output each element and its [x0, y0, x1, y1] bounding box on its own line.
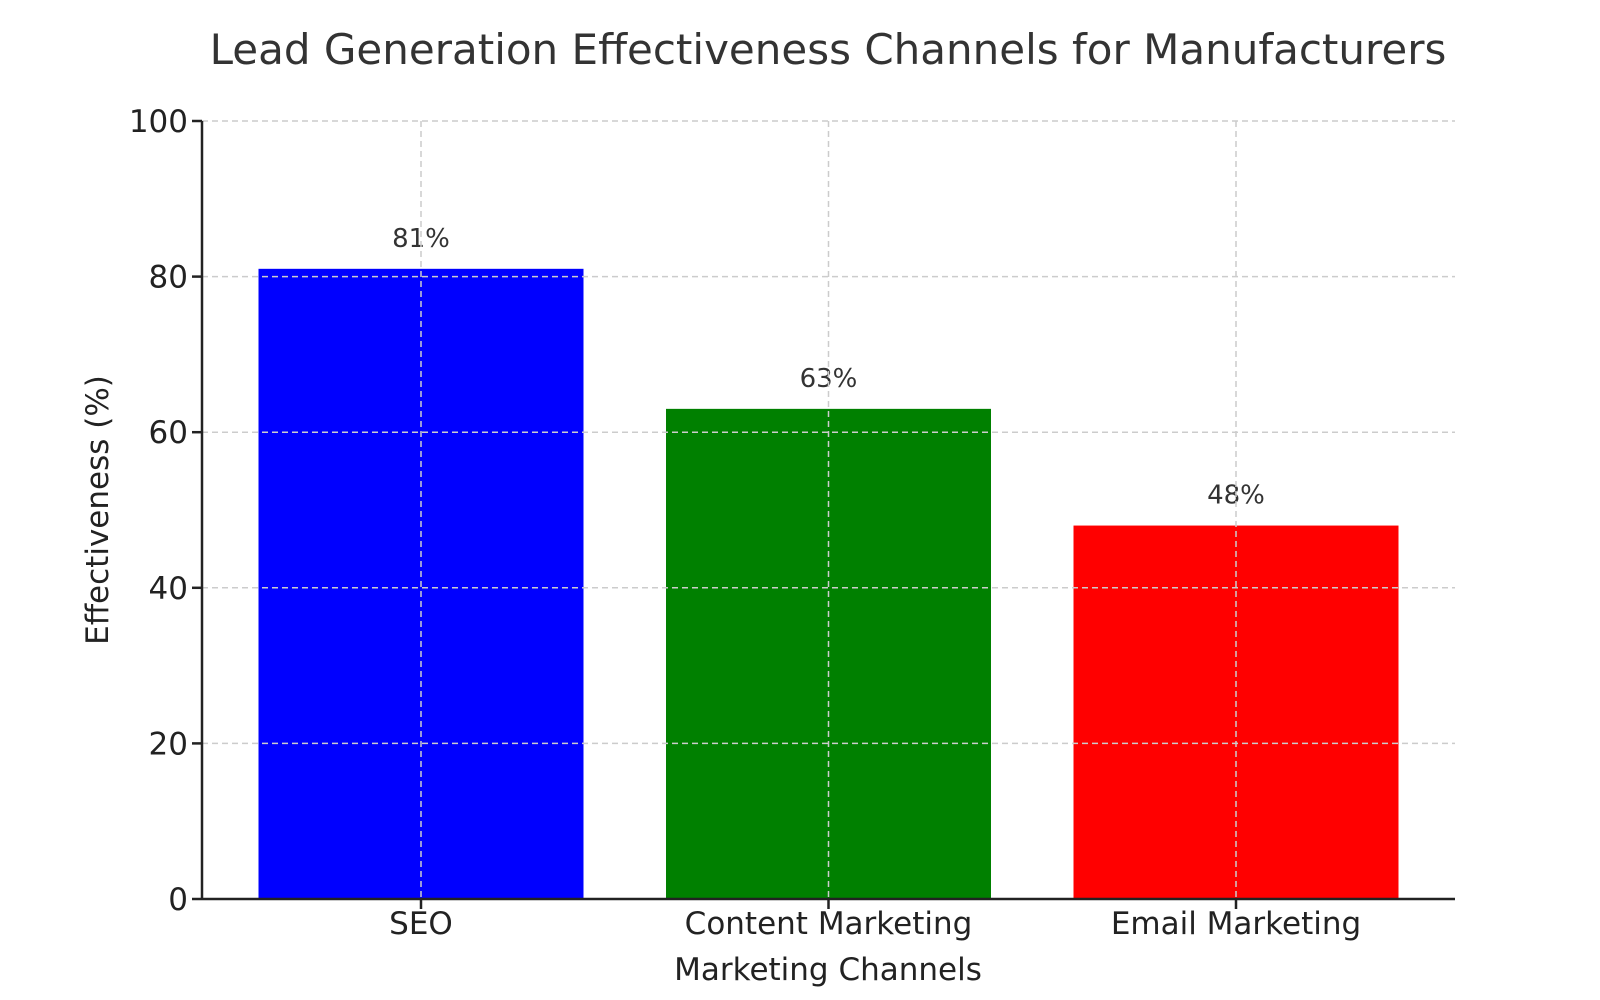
- y-tick-label: 0: [168, 882, 188, 918]
- x-tick-label: SEO: [389, 906, 453, 942]
- y-tick-label: 100: [129, 104, 188, 140]
- data-label: 81%: [392, 224, 450, 254]
- y-tick-label: 40: [149, 571, 188, 607]
- data-label: 63%: [800, 364, 858, 394]
- x-axis-label: Marketing Channels: [674, 952, 982, 988]
- y-tick-label: 60: [149, 415, 188, 451]
- chart-title: Lead Generation Effectiveness Channels f…: [210, 25, 1447, 74]
- y-axis-label: Effectiveness (%): [80, 375, 116, 645]
- x-tick-label: Email Marketing: [1111, 906, 1361, 942]
- y-tick-label: 20: [149, 726, 188, 762]
- x-tick-label: Content Marketing: [685, 906, 973, 942]
- y-tick-label: 80: [149, 260, 188, 296]
